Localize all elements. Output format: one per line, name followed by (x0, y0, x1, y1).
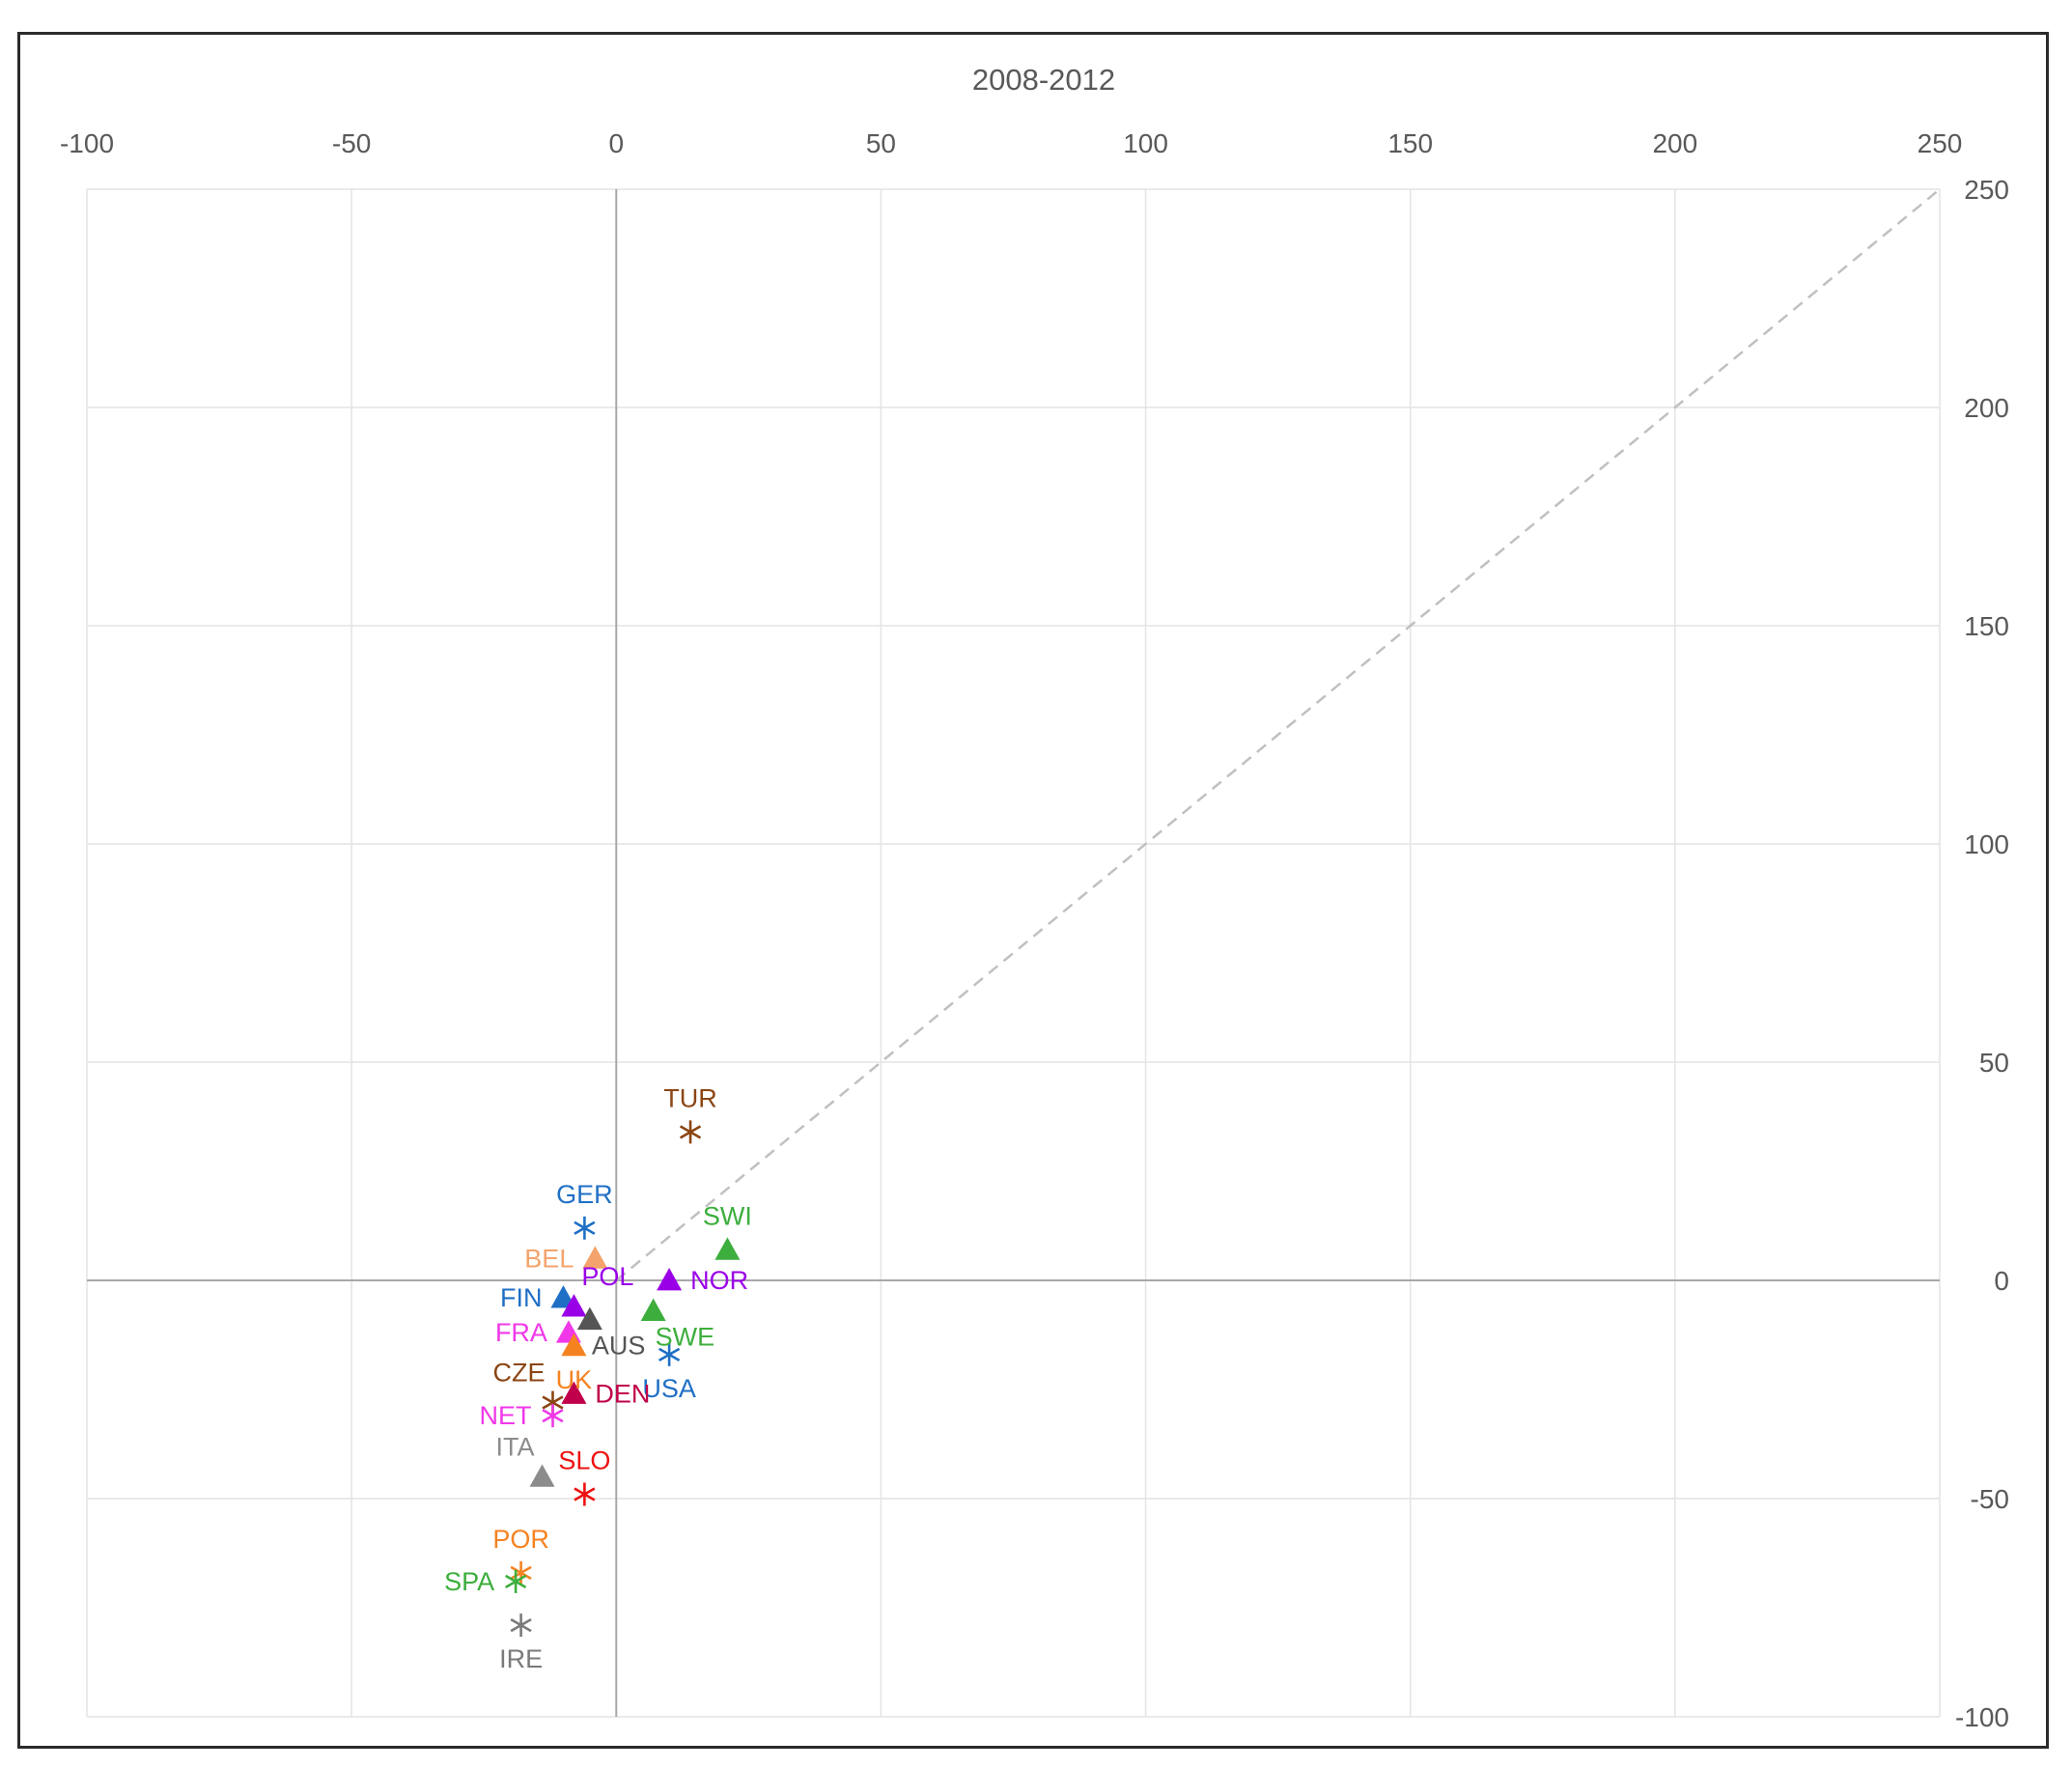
y-tick-label: 200 (1964, 393, 2009, 423)
data-point-por (510, 1560, 532, 1585)
asterisk-stroke (542, 1408, 564, 1423)
y-tick-label: 250 (1964, 175, 2009, 205)
y-axis-ticks: -100 -50 0 50 100 150 200 250 (1955, 175, 2009, 1732)
x-tick-label: -50 (332, 128, 371, 158)
data-point-ger (574, 1216, 596, 1240)
asterisk-stroke (510, 1617, 532, 1633)
data-point-aus (576, 1306, 602, 1331)
reference-line (615, 188, 1941, 1281)
asterisk-stroke (679, 1125, 702, 1139)
asterisk-stroke (505, 1574, 527, 1589)
triangle-marker (561, 1381, 587, 1404)
chart-frame: -100 -50 0 50 100 150 200 250 -100 -50 0 50 100 150 2… (17, 32, 2049, 1749)
y-tick-label: -100 (1955, 1702, 2009, 1732)
x-tick-label: -100 (60, 128, 114, 158)
data-points (505, 1120, 741, 1638)
data-point-bel (582, 1246, 608, 1269)
y-tick-label: 50 (1979, 1048, 2009, 1078)
data-label-spa: SPA (444, 1567, 494, 1596)
data-point-den (561, 1381, 587, 1404)
triangle-marker (640, 1298, 666, 1322)
y-tick-label: 100 (1964, 829, 2009, 859)
data-label-bel: BEL (524, 1244, 574, 1273)
x-tick-label: 200 (1652, 128, 1697, 158)
chart-background (20, 35, 2046, 1746)
data-label-fin: FIN (500, 1283, 543, 1312)
data-label-aus: AUS (592, 1332, 646, 1361)
x-tick-label: 50 (866, 128, 896, 158)
data-label-usa: USA (642, 1374, 696, 1403)
x-axis-ticks: -100 -50 0 50 100 150 200 250 (60, 128, 1962, 158)
data-point-net (542, 1404, 564, 1428)
triangle-marker (657, 1268, 683, 1291)
reference-line-group (615, 188, 1941, 1281)
asterisk-stroke (542, 1395, 564, 1410)
data-point-tur (679, 1120, 702, 1144)
triangle-marker (582, 1246, 608, 1269)
data-point-ita (529, 1464, 555, 1487)
asterisk-stroke (574, 1221, 596, 1235)
x-tick-label: 250 (1918, 128, 1963, 158)
x-tick-label: 150 (1387, 128, 1433, 158)
data-point-pol (561, 1294, 587, 1317)
y-tick-label: -50 (1971, 1484, 2009, 1514)
triangle-marker (561, 1294, 587, 1317)
data-label-ire: IRE (499, 1644, 543, 1673)
data-label-net: NET (479, 1401, 531, 1430)
data-label-tur: TUR (663, 1083, 717, 1112)
data-label-fra: FRA (495, 1318, 547, 1347)
zero-axes (87, 189, 1940, 1717)
data-point-uk (561, 1333, 587, 1357)
data-label-uk: UK (556, 1365, 593, 1394)
data-point-ire (510, 1614, 532, 1638)
data-point-spa (505, 1569, 527, 1593)
data-label-slo: SLO (558, 1445, 610, 1474)
data-point-usa (658, 1342, 681, 1366)
triangle-marker (561, 1333, 587, 1357)
asterisk-stroke (574, 1487, 596, 1501)
data-label-pol: POL (581, 1262, 633, 1291)
y-tick-label: 0 (1994, 1266, 2009, 1296)
data-point-swi (714, 1237, 741, 1260)
data-label-por: POR (492, 1525, 549, 1554)
asterisk-stroke (658, 1347, 681, 1361)
data-label-den: DEN (595, 1380, 650, 1409)
data-point-swe (640, 1298, 666, 1322)
y-tick-label: 150 (1964, 611, 2009, 641)
data-label-swe: SWE (656, 1323, 715, 1352)
x-tick-label: 100 (1123, 128, 1168, 158)
data-label-ita: ITA (496, 1432, 535, 1461)
data-point-nor (657, 1268, 683, 1291)
triangle-marker (529, 1464, 555, 1487)
data-point-slo (574, 1482, 596, 1506)
triangle-marker (576, 1306, 602, 1331)
scatter-chart: -100 -50 0 50 100 150 200 250 -100 -50 0 50 100 150 2… (20, 35, 2046, 1746)
triangle-marker (714, 1237, 741, 1260)
data-label-ger: GER (556, 1180, 613, 1209)
chart-title: 2008-2012 (972, 63, 1115, 97)
data-label-nor: NOR (690, 1266, 748, 1295)
asterisk-stroke (510, 1565, 532, 1580)
x-tick-label: 0 (608, 128, 624, 158)
data-label-swi: SWI (703, 1201, 752, 1230)
data-label-cze: CZE (492, 1359, 545, 1388)
gridlines (86, 188, 1941, 1718)
